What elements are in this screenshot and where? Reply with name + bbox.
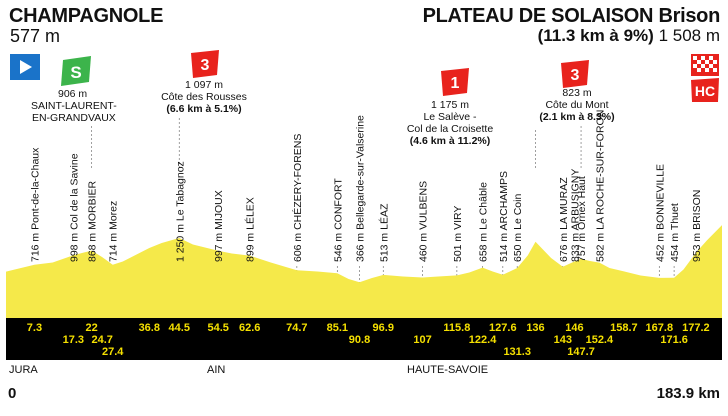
- place-label-6: 899 m LÉLEX: [244, 197, 257, 262]
- saleve-line2: Col de la Croisette: [406, 123, 494, 135]
- km-top-label-3: 44.5: [169, 322, 190, 334]
- place-label-22: 953 m BRISON: [691, 190, 703, 262]
- place-label-20: 452 m BONNEVILLE: [654, 164, 666, 262]
- mont-stats: (2.1 km à 8.3%): [539, 111, 615, 123]
- start-town: CHAMPAGNOLE: [9, 5, 164, 27]
- km-bottom-label-10: 171.6: [660, 334, 688, 346]
- checkered-flag-icon: [691, 54, 719, 76]
- place-label-10: 513 m LÉAZ: [377, 203, 390, 262]
- category-3-climb-icon-2: 3: [561, 60, 589, 88]
- place-label-13: 658 m Le Châble: [478, 182, 490, 262]
- km-top-label-11: 136: [526, 322, 544, 334]
- place-label-15: 650 m Le Coin: [512, 194, 524, 262]
- km-top-label-1: 22: [86, 322, 98, 334]
- region-haute-savoie: HAUTE-SAVOIE: [407, 364, 489, 376]
- saleve-line1: Le Salève -: [423, 111, 477, 123]
- km-top-label-12: 146: [565, 322, 583, 334]
- place-label-3: 714 m Morez: [108, 201, 120, 262]
- place-label-14: 514 m ARCHAMPS: [498, 171, 510, 262]
- place-label-19: 582 m LA ROCHE-SUR-FORON: [594, 110, 606, 262]
- km-top-label-5: 62.6: [239, 322, 260, 334]
- km-top-row: 7.3 22 36.8 44.5 54.5 62.6 74.7 85.1 96.9 115.8 12…: [27, 322, 710, 334]
- km-top-label-15: 177.2: [682, 322, 710, 334]
- km-bottom-label-3: 90.8: [349, 334, 370, 346]
- place-label-11: 460 m VULBENS: [418, 181, 430, 262]
- place-label-4: 1 250 m Le Tabagnoz: [174, 161, 186, 262]
- place-label-12: 501 m VIRY: [452, 206, 464, 262]
- saleve-stats: (4.6 km à 11.2%): [409, 135, 491, 147]
- place-label-5: 997 m MIJOUX: [213, 190, 225, 262]
- km-top-label-6: 74.7: [286, 322, 307, 334]
- mont-name: Côte du Mont: [545, 99, 609, 111]
- sprint-icon: S: [61, 56, 91, 86]
- mont-label: 823 m Côte du Mont (2.1 km à 8.3%): [527, 87, 627, 123]
- finish-altitude: 1 508 m: [658, 26, 720, 45]
- saleve-altitude: 1 175 m: [431, 99, 469, 111]
- saleve-label: 1 175 m Le Salève - Col de la Croisette …: [395, 99, 505, 147]
- place-label-7: 606 m CHÉZERY-FORENS: [291, 134, 304, 262]
- region-ain: AIN: [207, 364, 226, 376]
- km-top-label-9: 115.8: [443, 322, 470, 334]
- finish-town: PLATEAU DE SOLAISON Brison: [422, 5, 721, 27]
- km-bottom-label-7: 143: [554, 334, 572, 346]
- km-top-label-14: 167.8: [646, 322, 674, 334]
- km-bottom-label-0: 17.3: [63, 334, 84, 346]
- km-bottom-label-1: 24.7: [91, 334, 112, 346]
- sprint-place-line1: SAINT-LAURENT-: [31, 100, 117, 112]
- region-jura: JURA: [9, 364, 38, 376]
- sprint-place-line2: EN-GRANDVAUX: [31, 112, 116, 124]
- sprint-badge-text: S: [70, 63, 81, 82]
- finish-climb: (11.3 km à 9%): [537, 26, 654, 45]
- km-top-label-4: 54.5: [207, 322, 228, 334]
- km-bottom-label-5: 122.4: [469, 334, 497, 346]
- place-labels: 716 m Pont-de-la-Chaux 998 m Col de la Sa…: [29, 110, 703, 262]
- hors-categorie-climb-icon: HC: [691, 78, 719, 102]
- km-bottom-row: 17.3 24.727.4 90.8 107 122.4 131.3 143147.7152…: [63, 334, 688, 358]
- km-top-label-0: 7.3: [27, 322, 42, 334]
- sprint-place: SAINT-LAURENT- EN-GRANDVAUX: [31, 100, 117, 124]
- km-top-label-7: 85.1: [327, 322, 348, 334]
- distance-band: [6, 318, 722, 360]
- km-bottom-label-9: 152.4: [586, 334, 614, 346]
- km-bottom-label-2: 27.4: [102, 346, 124, 358]
- place-label-2: 868 m MORBIER: [87, 180, 99, 262]
- km-bottom-label-8: 147.7: [567, 346, 595, 358]
- sprint-altitude: 906 m: [58, 88, 88, 100]
- km-top-label-10: 127.6: [489, 322, 517, 334]
- start-altitude: 577 m: [10, 26, 61, 46]
- total-km: 183.9 km: [656, 385, 720, 402]
- place-label-8: 546 m CONFORT: [332, 178, 344, 262]
- cat3a-badge-text: 3: [201, 57, 210, 74]
- category-1-climb-icon: 1: [441, 68, 469, 96]
- rousses-stats: (6.6 km à 5.1%): [166, 103, 242, 115]
- place-label-17: 833 m ARBUSIGNY: [569, 169, 581, 262]
- place-label-1: 998 m Col de la Savine: [68, 153, 80, 262]
- km-top-label-8: 96.9: [373, 322, 394, 334]
- category-3-climb-icon: 3: [191, 50, 219, 78]
- km-bottom-label-4: 107: [413, 334, 431, 346]
- place-label-16: 676 m LA MURAZ: [558, 177, 570, 262]
- place-label-21: 454 m Thuet: [669, 203, 681, 262]
- place-label-0: 716 m Pont-de-la-Chaux: [29, 147, 41, 262]
- place-label-9: 366 m Bellegarde-sur-Valserine: [355, 115, 367, 262]
- cat3b-badge-text: 3: [571, 67, 580, 84]
- elevation-profile-area: [6, 225, 722, 318]
- mont-altitude: 823 m: [562, 87, 592, 99]
- km-top-label-2: 36.8: [139, 322, 160, 334]
- cat1-badge-text: 1: [451, 75, 460, 92]
- place-label-18: 757 m Ornex Haut: [576, 176, 588, 262]
- start-flag-icon: [10, 54, 40, 80]
- hc-badge-text: HC: [695, 83, 715, 99]
- finish-info: (11.3 km à 9%) 1 508 m: [538, 26, 720, 46]
- rousses-altitude: 1 097 m: [185, 79, 223, 91]
- start-km: 0: [8, 385, 17, 402]
- km-bottom-label-6: 131.3: [503, 346, 531, 358]
- rousses-name: Côte des Rousses: [161, 91, 247, 103]
- km-top-label-13: 158.7: [610, 322, 638, 334]
- rousses-label: 1 097 m Côte des Rousses (6.6 km à 5.1%): [154, 79, 254, 115]
